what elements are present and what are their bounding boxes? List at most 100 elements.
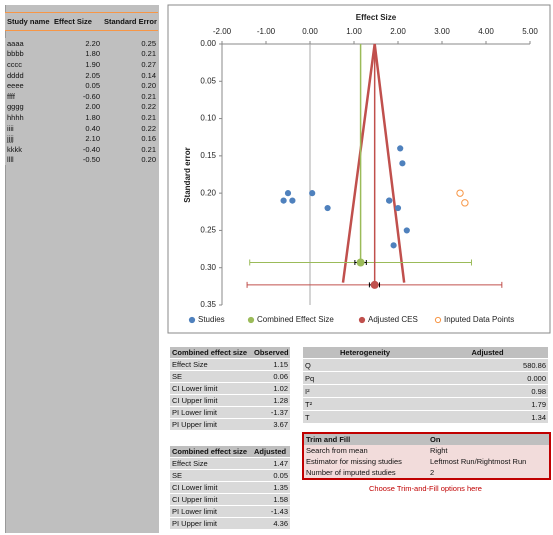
table-cell: CI Lower limit: [170, 482, 252, 494]
table-cell: Number of imputed studies: [304, 467, 428, 478]
point: [394, 204, 402, 212]
header-cell: Study name: [5, 12, 52, 31]
table-row: SE 0.06: [170, 371, 290, 383]
table: Combined effect size Adjusted Effect Size 1…: [170, 446, 290, 530]
legend-label: Inputed Data Points: [444, 315, 514, 324]
y-tick-label: 0.05: [200, 76, 216, 85]
table-row: Search from mean Right: [304, 445, 549, 456]
table-cell: T²: [303, 398, 427, 411]
table-cell: 0.000: [427, 372, 548, 385]
y-axis-label: Standard error: [183, 147, 192, 203]
header-cell: Adjusted: [252, 446, 290, 458]
table-row: Effect Size 1.15: [170, 359, 290, 371]
table-cell: -0.40: [52, 143, 102, 155]
table-cell: 1.15: [252, 359, 290, 371]
table-cell: PI Upper limit: [170, 419, 252, 431]
x-tick-label: 2.00: [390, 27, 406, 36]
table: Heterogeneity Adjusted Q 580.86 Pq 0.000 I² 0.9…: [303, 347, 548, 424]
table-row: Effect Size 1.47: [170, 458, 290, 470]
table-row: Pq 0.000: [303, 372, 548, 385]
table-row: CI Lower limit 1.35: [170, 482, 290, 494]
header-cell: Trim and Fill: [304, 434, 428, 445]
table-cell: Leftmost Run/Rightmost Run: [428, 456, 549, 467]
table-cell: T: [303, 411, 427, 424]
y-tick-label: 0.30: [200, 263, 216, 272]
table-cell: ffff: [5, 90, 52, 102]
table-cell: llll: [5, 154, 52, 166]
table-cell: 1.35: [252, 482, 290, 494]
table-cell: 0.21: [102, 48, 158, 60]
table-cell: 4.36: [252, 518, 290, 530]
table-cell: Q: [303, 359, 427, 372]
table-row: PI Upper limit 4.36: [170, 518, 290, 530]
table-cell: hhhh: [5, 112, 52, 123]
table-cell: 2: [428, 467, 549, 478]
table-cell: 0.98: [427, 385, 548, 398]
table-cell: 0.06: [252, 371, 290, 383]
table-cell: 0.21: [102, 143, 158, 155]
table-cell: 2.10: [52, 133, 102, 144]
table-row: PI Upper limit 3.67: [170, 419, 290, 431]
header-row: Trim and Fill On: [304, 434, 549, 445]
table-row: CI Upper limit 1.58: [170, 494, 290, 506]
table-cell: -0.50: [52, 154, 102, 166]
table-row: T 1.34: [303, 411, 548, 424]
table-cell: PI Upper limit: [170, 518, 252, 530]
table-cell: kkkk: [5, 143, 52, 155]
table-cell: CI Lower limit: [170, 383, 252, 395]
table-row: Number of imputed studies 2: [304, 467, 549, 478]
table-row: llll -0.50 0.20: [5, 154, 158, 166]
table-cell: 0.20: [102, 80, 158, 91]
table: Trim and Fill On Search from mean Right Esti…: [302, 432, 551, 480]
table-row: I² 0.98: [303, 385, 548, 398]
point: [461, 199, 469, 207]
x-tick-label: 5.00: [522, 27, 538, 36]
x-tick-label: 0.00: [302, 27, 318, 36]
header-cell: Combined effect size: [170, 446, 252, 458]
table-cell: 0.40: [52, 122, 102, 134]
header-cell: Adjusted: [427, 347, 548, 359]
y-tick-label: 0.10: [200, 114, 216, 123]
point: [324, 204, 331, 212]
table-cell: 1.90: [52, 59, 102, 70]
table-row: PI Lower limit -1.43: [170, 506, 290, 518]
table-cell: Effect Size: [170, 359, 252, 371]
table-cell: aaaa: [5, 38, 52, 49]
point: [284, 190, 292, 197]
y-tick-label: 0.00: [200, 39, 216, 48]
point: [390, 242, 397, 249]
x-tick-label: -2.00: [213, 27, 232, 36]
header-cell: Heterogeneity: [303, 347, 427, 359]
table-cell: 1.47: [252, 458, 290, 470]
table-cell: 2.00: [52, 101, 102, 113]
point: [456, 189, 464, 197]
y-tick-label: 0.15: [200, 151, 216, 160]
table-cell: Pq: [303, 372, 427, 385]
legend-marker: [247, 316, 255, 324]
table-cell: 2.20: [52, 38, 102, 49]
trim-fill-hint: Choose Trim-and-Fill options here: [369, 484, 482, 493]
header-cell: Observed: [252, 347, 290, 359]
header-cell: Combined effect size: [170, 347, 252, 359]
legend-marker: [188, 316, 196, 324]
table-row: T² 1.79: [303, 398, 548, 411]
table-cell: 0.05: [252, 470, 290, 482]
header-row: Study name Effect Size Standard Error: [5, 12, 158, 38]
y-tick-label: 0.25: [200, 226, 216, 235]
table-cell: gggg: [5, 101, 52, 113]
header-cell: Standard Error: [102, 12, 158, 31]
point: [399, 160, 406, 167]
table-cell: Estimator for missing studies: [304, 456, 428, 467]
x-tick-label: 4.00: [478, 27, 494, 36]
table-cell: 0.05: [52, 80, 102, 91]
table-cell: 0.22: [102, 122, 158, 134]
table-row: dddd 2.05 0.14: [5, 69, 158, 81]
table-cell: 1.02: [252, 383, 290, 395]
point: [309, 190, 316, 197]
table-row: Q 580.86: [303, 359, 548, 372]
table-cell: -1.37: [252, 407, 290, 419]
x-tick-label: 3.00: [434, 27, 450, 36]
point: [386, 197, 393, 204]
table-cell: bbbb: [5, 48, 52, 60]
